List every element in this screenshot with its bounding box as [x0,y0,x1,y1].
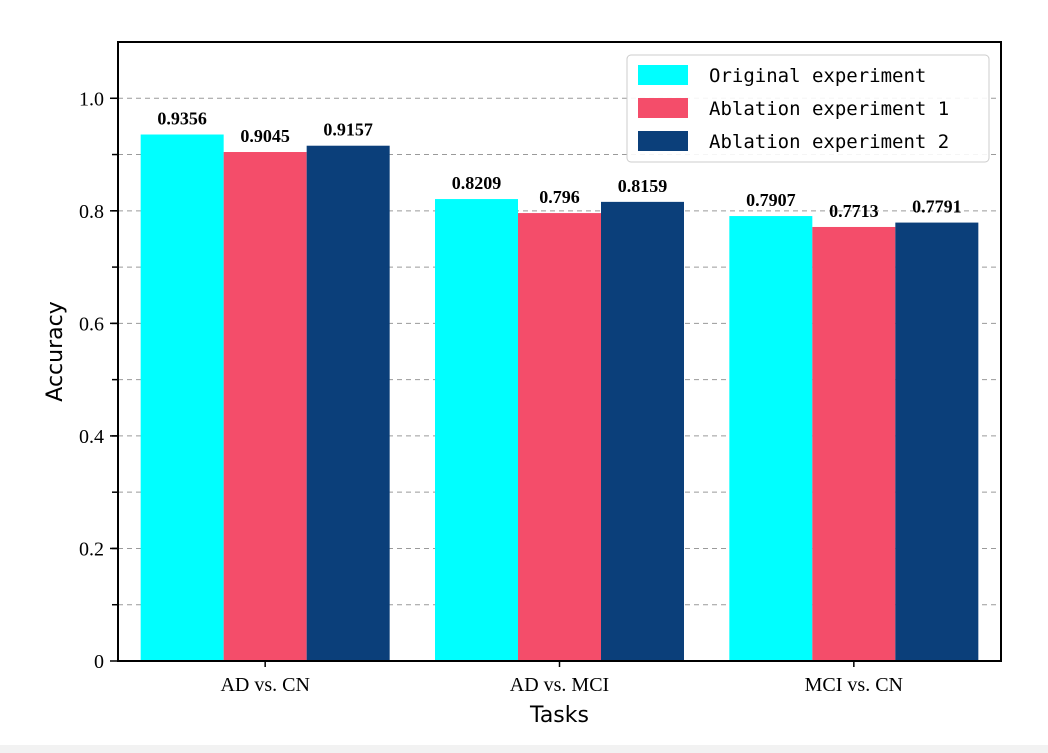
bar-value-label: 0.796 [539,187,580,207]
bar [306,145,390,661]
legend: Original experiment Ablation experiment 1… [626,54,990,163]
legend-swatch [638,65,688,85]
bar-value-label: 0.7791 [912,197,962,217]
legend-box [626,54,990,163]
bar-value-label: 0.9045 [240,126,290,146]
y-tick-label: 0.2 [79,538,104,560]
x-axis-title: Tasks [529,703,589,728]
bar [435,199,518,661]
bar-value-label: 0.7907 [746,190,796,210]
y-tick-label: 0 [94,651,104,673]
legend-label: Original experiment [709,65,926,87]
bar-value-label: 0.7713 [829,201,879,221]
bar [601,201,684,661]
bar [518,213,601,661]
x-tick-label: MCI vs. CN [805,674,903,696]
x-tick-label: AD vs. MCI [510,674,609,696]
bar-value-label: 0.8159 [618,176,668,196]
bars [140,134,979,662]
bar-value-label: 0.8209 [452,173,502,193]
y-tick-label: 0.6 [79,313,104,335]
bar-value-labels: 0.9356 0.9045 0.9157 0.8209 0.796 0.8159 0.790… [157,109,961,221]
y-tick-label: 0.4 [79,426,104,448]
plot-frame [117,41,1002,662]
y-tick-label: 0.8 [79,201,104,223]
legend-label: Ablation experiment 2 [709,131,949,153]
axes: AD vs. CN AD vs. MCI MCI vs. CN 0 0.2 0.4 0.6 0… [79,41,1002,696]
bar-value-label: 0.9157 [323,120,373,140]
bar [729,216,813,661]
bar [140,134,224,662]
bar-value-label: 0.9356 [157,109,207,129]
y-tick-label: 1.0 [79,88,104,110]
bottom-strip [0,745,1048,753]
legend-swatch [638,98,688,118]
legend-label: Ablation experiment 1 [709,98,949,120]
x-tick-label: AD vs. CN [220,674,309,696]
y-axis-title: Accuracy [43,301,68,401]
bar [812,226,896,662]
bar [895,222,979,662]
bar [223,152,307,661]
legend-swatch [638,131,688,151]
